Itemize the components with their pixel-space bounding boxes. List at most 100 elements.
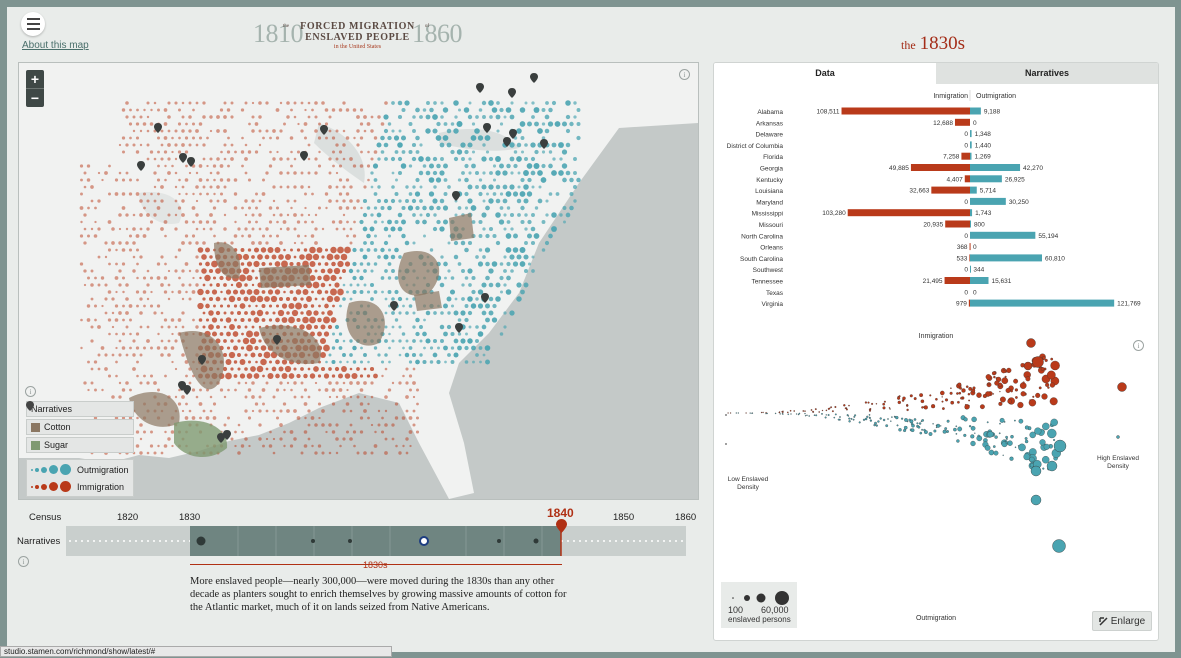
scatter-point[interactable] <box>898 428 902 432</box>
scatter-point[interactable] <box>1047 386 1050 389</box>
scatter-point[interactable] <box>908 418 912 422</box>
menu-button[interactable] <box>21 12 45 36</box>
scatter-point[interactable] <box>977 434 980 438</box>
scatter-point[interactable] <box>940 390 945 396</box>
scatter-point[interactable] <box>854 414 857 417</box>
scatter-point[interactable] <box>955 433 958 435</box>
scatter-point[interactable] <box>1046 370 1056 380</box>
timeline-track[interactable] <box>66 526 686 556</box>
scatter-point[interactable] <box>787 411 789 414</box>
scatter-point[interactable] <box>875 403 878 405</box>
scatter-point[interactable] <box>1002 454 1004 456</box>
scatter-point[interactable] <box>818 411 820 413</box>
scatter-point[interactable] <box>797 413 800 416</box>
scatter-point[interactable] <box>1007 399 1012 404</box>
timeline-narrative-dot[interactable] <box>651 540 653 542</box>
scatter-point[interactable] <box>833 416 836 419</box>
narrative-pin-icon[interactable] <box>154 123 162 133</box>
scatter-point[interactable] <box>919 431 923 435</box>
scatter-point[interactable] <box>982 393 987 399</box>
scatter-point[interactable] <box>787 413 790 416</box>
scatter-point[interactable] <box>1116 435 1120 439</box>
scatter-point[interactable] <box>729 412 732 414</box>
scatter-point[interactable] <box>848 417 851 420</box>
scatter-point[interactable] <box>961 388 966 393</box>
timeline-narrative-dot[interactable] <box>669 540 671 542</box>
legend-narratives[interactable]: Narratives <box>26 401 134 417</box>
scatter-point[interactable] <box>852 418 855 421</box>
scatter-point[interactable] <box>1050 357 1054 361</box>
scatter-point[interactable] <box>944 398 949 402</box>
scatter-point[interactable] <box>862 418 866 421</box>
narrative-pin-icon[interactable] <box>452 191 460 201</box>
scatter-point[interactable] <box>999 417 1005 423</box>
scatter-point[interactable] <box>942 429 947 434</box>
scatter-point[interactable] <box>1030 465 1042 477</box>
scatter-point[interactable] <box>957 426 963 432</box>
scatter-point[interactable] <box>1009 456 1014 461</box>
narrative-pin-icon[interactable] <box>300 151 308 161</box>
scatter-point[interactable] <box>1010 434 1014 439</box>
scatter-point[interactable] <box>873 423 876 427</box>
scatter-point[interactable] <box>968 404 970 407</box>
scatter-point[interactable] <box>827 414 830 416</box>
scatter-point[interactable] <box>765 412 767 415</box>
info-icon[interactable]: i <box>18 556 29 567</box>
census-year[interactable]: 1860 <box>675 512 697 523</box>
scatter-point[interactable] <box>885 424 889 428</box>
scatter-point[interactable] <box>839 416 841 418</box>
census-year[interactable]: 1830 <box>179 512 201 523</box>
narrative-pin-icon[interactable] <box>320 125 328 135</box>
census-year[interactable]: 1850 <box>613 512 635 523</box>
scatter-point[interactable] <box>1042 456 1050 464</box>
scatter-point[interactable] <box>778 411 781 414</box>
scatter-point[interactable] <box>879 417 882 420</box>
timeline-narrative-dot[interactable] <box>153 540 155 542</box>
timeline-narrative-dot[interactable] <box>663 540 665 542</box>
scatter-point[interactable] <box>911 423 915 428</box>
narrative-pin-icon[interactable] <box>217 433 225 443</box>
scatter-point[interactable] <box>1014 446 1017 449</box>
scatter-point[interactable] <box>869 408 872 410</box>
scatter-point[interactable] <box>959 386 962 390</box>
scatter-point[interactable] <box>853 415 856 418</box>
scatter-point[interactable] <box>903 428 907 433</box>
scatter-point[interactable] <box>931 404 936 409</box>
scatter-point[interactable] <box>1001 377 1009 385</box>
scatter-point[interactable] <box>798 412 801 415</box>
scatter-point[interactable] <box>1052 539 1066 553</box>
scatter-point[interactable] <box>901 399 905 402</box>
scatter-point[interactable] <box>992 445 996 448</box>
scatter-point[interactable] <box>793 410 795 412</box>
scatter-point[interactable] <box>891 416 893 418</box>
scatter-point[interactable] <box>1034 427 1042 435</box>
tab-narratives[interactable]: Narratives <box>936 63 1158 84</box>
timeline-narrative-dot[interactable] <box>615 540 617 542</box>
scatter-point[interactable] <box>843 404 846 407</box>
scatter-point[interactable] <box>864 417 868 421</box>
scatter-point[interactable] <box>957 382 962 387</box>
scatter-point[interactable] <box>837 418 840 421</box>
scatter-point[interactable] <box>958 391 962 395</box>
scatter-point[interactable] <box>1000 367 1007 374</box>
scatter-point[interactable] <box>910 428 915 433</box>
scatter-point[interactable] <box>998 432 1001 435</box>
scatter-point[interactable] <box>950 400 955 405</box>
scatter-point[interactable] <box>1043 443 1050 450</box>
scatter-point[interactable] <box>901 417 904 420</box>
scatter-point[interactable] <box>988 449 995 456</box>
timeline-narrative-dot[interactable] <box>645 540 647 542</box>
scatter-point[interactable] <box>991 371 996 376</box>
scatter-point[interactable] <box>866 415 869 418</box>
migration-map[interactable]: + − i i Narratives Cotton Sugar Outmigra… <box>18 62 699 500</box>
scatter-point[interactable] <box>813 414 816 416</box>
legend-outmigration[interactable]: Outmigration <box>31 461 129 478</box>
scatter-point[interactable] <box>1007 440 1013 446</box>
info-icon[interactable]: i <box>25 386 36 397</box>
scatter-point[interactable] <box>834 406 837 408</box>
timeline-narrative-dot[interactable] <box>621 540 623 542</box>
scatter-point[interactable] <box>972 386 976 390</box>
scatter-point[interactable] <box>903 425 908 430</box>
scatter-point[interactable] <box>782 413 784 415</box>
timeline-narrative-dot[interactable] <box>123 540 125 542</box>
